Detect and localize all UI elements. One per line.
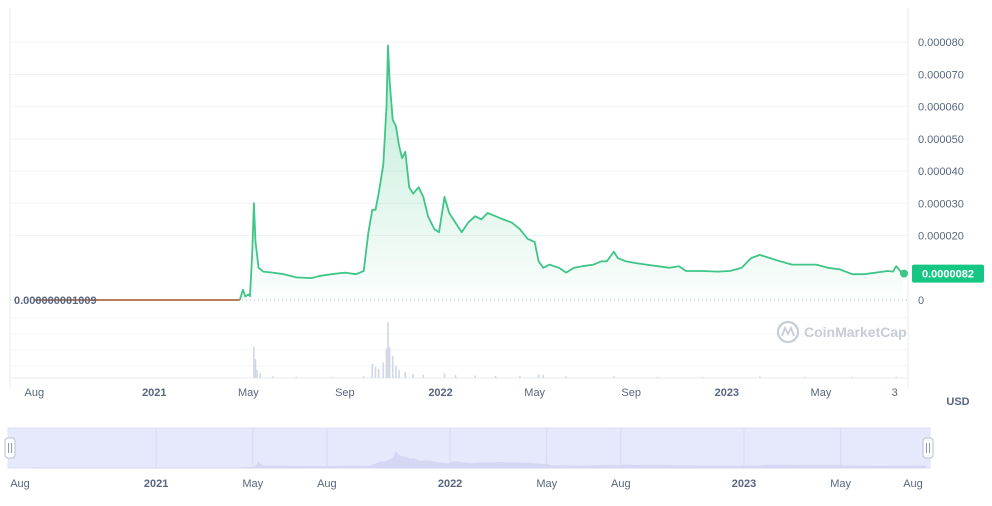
volume-bar	[271, 376, 274, 378]
y-tick-label: 0.000070	[918, 69, 964, 81]
volume-bar	[422, 374, 425, 378]
y-tick-label: 0.000060	[918, 102, 964, 114]
volume-bar	[385, 348, 388, 378]
volume-bar	[759, 376, 761, 378]
volume-bar	[519, 376, 521, 378]
navigator-tick-label: May	[536, 478, 557, 490]
watermark: CoinMarketCap	[776, 320, 907, 344]
x-tick-label: Aug	[25, 387, 45, 399]
start-value-label: 0.000000001009	[14, 295, 97, 307]
volume-bar	[565, 376, 567, 378]
volume-bar	[395, 365, 397, 378]
volume-bar	[803, 376, 806, 378]
volume-bar	[895, 376, 897, 378]
y-axis: 0.000080 0.000070 0.000060 0.000050 0.000040…	[918, 37, 964, 307]
volume-bar	[398, 370, 400, 378]
navigator-background	[7, 427, 931, 469]
current-price-badge	[912, 264, 984, 283]
grid-lines	[9, 8, 909, 388]
navigator-tick-label: Aug	[611, 478, 631, 490]
volume-bar	[454, 374, 457, 378]
volume-bar	[404, 371, 407, 378]
watermark-text: CoinMarketCap	[804, 324, 907, 340]
volume-bar	[253, 346, 255, 378]
volume-bar	[701, 376, 704, 378]
navigator-tick-label: 2021	[144, 478, 168, 490]
y-tick-label: 0.000030	[918, 198, 964, 210]
volume-bar	[371, 364, 374, 378]
navigator-handle-left[interactable]	[4, 437, 16, 459]
y-tick-label: 0.000020	[918, 231, 964, 243]
volume-bar	[374, 367, 377, 378]
range-navigator: Aug 2021 May Aug 2022 May Aug 2023 May Aug	[4, 427, 934, 490]
currency-label: USD	[946, 396, 969, 408]
x-tick-label: 3	[892, 387, 898, 399]
y-tick-label: 0.000040	[918, 166, 964, 178]
navigator-tick-label: Aug	[317, 478, 337, 490]
volume-bar	[259, 373, 261, 378]
volume-bar	[494, 376, 497, 378]
volume-bar	[256, 370, 258, 378]
value-markers: 0.000000001009 0.0000082	[14, 264, 984, 307]
navigator-tick-label: Aug	[903, 478, 923, 490]
x-tick-label: 2022	[428, 387, 452, 399]
coinmarketcap-logo-icon	[776, 320, 800, 344]
volume-bar	[330, 376, 333, 378]
volume-bar	[443, 373, 446, 378]
navigator-tick-label: Aug	[10, 478, 30, 490]
y-tick-label: 0.000050	[918, 134, 964, 146]
x-tick-label: May	[524, 387, 545, 399]
x-axis: Aug 2021 May Sep 2022 May Sep 2023 May 3 USD	[25, 387, 970, 408]
current-price-dot	[900, 269, 908, 278]
x-tick-label: 2023	[715, 387, 739, 399]
x-tick-label: Sep	[621, 387, 641, 399]
price-area	[239, 45, 904, 301]
navigator-area	[33, 451, 926, 469]
volume-bar	[537, 374, 540, 378]
volume-bar	[254, 359, 257, 378]
volume-bar	[851, 376, 854, 378]
price-line	[238, 44, 904, 301]
y-tick-label: 0	[918, 295, 924, 307]
navigator-tick-label: May	[830, 478, 851, 490]
volume-bar	[412, 374, 414, 378]
volume-bar	[613, 376, 615, 378]
volume-bar	[388, 346, 391, 378]
navigator-tick-label: 2022	[438, 478, 462, 490]
navigator-handle-right[interactable]	[922, 437, 934, 459]
x-tick-label: May	[238, 387, 259, 399]
navigator-tick-label: May	[242, 478, 263, 490]
volume-bar	[295, 376, 298, 378]
x-tick-label: May	[811, 387, 832, 399]
navigator-tick-label: 2023	[732, 478, 756, 490]
volume-bar	[474, 375, 476, 378]
volume-bar	[382, 362, 385, 378]
volume-bar	[657, 376, 659, 378]
price-area-fill	[239, 45, 904, 301]
volume-bar	[362, 376, 365, 378]
volume-bar	[542, 374, 545, 378]
volume-bar	[377, 368, 380, 378]
x-tick-label: Sep	[335, 387, 355, 399]
price-lines	[34, 44, 904, 301]
current-price-label: 0.0000082	[922, 269, 974, 281]
volume-bar	[387, 322, 389, 378]
volume-bars	[253, 322, 897, 378]
x-tick-label: 2021	[142, 387, 166, 399]
volume-bar	[391, 356, 394, 378]
y-tick-label: 0.000080	[918, 37, 964, 49]
